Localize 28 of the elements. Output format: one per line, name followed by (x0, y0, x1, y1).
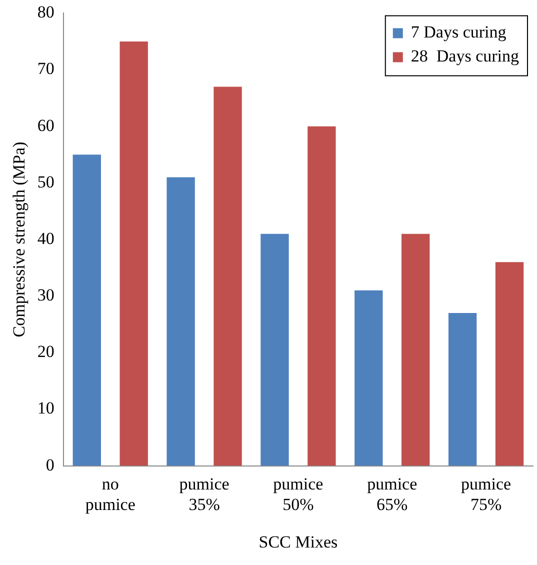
y-tick-label: 30 (37, 286, 54, 305)
x-tick-label: pumice 75% (461, 474, 512, 514)
y-tick-label: 50 (37, 172, 54, 192)
x-tick-label: pumice 65% (367, 474, 418, 514)
bar (260, 234, 289, 466)
bar (120, 41, 148, 466)
legend-label: 7 Days curing (410, 22, 507, 42)
y-axis-title: Compressive strength (MPa) (10, 142, 29, 338)
y-tick-label: 20 (37, 342, 54, 362)
y-tick-label: 80 (37, 2, 54, 22)
legend-label: 28 Days curing (410, 46, 520, 66)
y-tick-label: 0 (46, 455, 54, 474)
bar (354, 290, 383, 466)
bar (214, 86, 242, 466)
bar (402, 234, 430, 466)
x-tick-label: pumice 35% (179, 474, 230, 514)
x-tick-label: pumice 50% (273, 474, 324, 514)
x-axis-title: SCC Mixes (258, 532, 338, 552)
bar (72, 154, 101, 466)
bar (308, 126, 336, 466)
y-tick-label: 40 (37, 228, 54, 248)
y-tick-label: 70 (37, 59, 54, 78)
x-tick-label: no pumice (85, 474, 136, 514)
bar (495, 262, 524, 466)
y-tick-label: 10 (37, 398, 54, 418)
y-tick-label: 60 (37, 116, 54, 135)
bar (448, 313, 477, 466)
bar (166, 177, 195, 466)
